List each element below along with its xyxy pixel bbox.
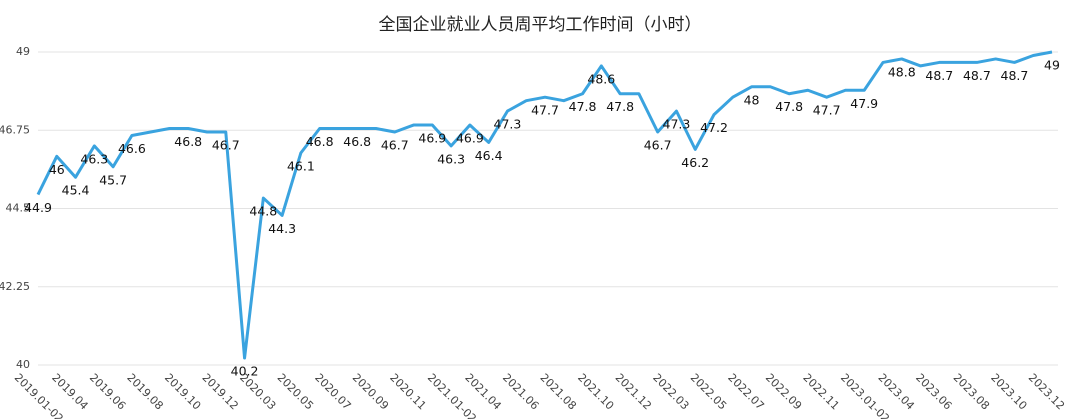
x-tick-label: 2019.06 [87, 371, 128, 412]
x-tick-label: 2023.12 [1026, 371, 1067, 412]
data-label: 47.7 [531, 103, 559, 118]
data-line [36, 50, 1053, 360]
data-label: 44.8 [249, 204, 277, 219]
data-label: 40.2 [231, 364, 259, 379]
data-label: 48 [744, 92, 760, 107]
data-label: 44.3 [268, 221, 296, 236]
x-tick-label: 2022.09 [763, 371, 804, 412]
x-tick-label: 2022.07 [725, 371, 766, 412]
data-label: 46.9 [418, 131, 446, 146]
data-label: 46.3 [80, 151, 108, 166]
data-label: 46.8 [174, 134, 202, 149]
data-label: 45.4 [62, 183, 90, 198]
x-tick-label: 2020.05 [275, 371, 316, 412]
data-label: 47.8 [606, 99, 634, 114]
data-label: 46.1 [287, 158, 315, 173]
x-tick-label: 2021.12 [613, 371, 654, 412]
y-tick-label: 46.75 [0, 123, 30, 136]
x-tick-label: 2022.05 [688, 371, 729, 412]
x-tick-label: 2023.08 [951, 371, 992, 412]
y-tick-label: 42.25 [0, 280, 30, 293]
data-label: 47.2 [700, 120, 728, 135]
y-tick-label: 49 [16, 45, 30, 58]
data-label: 47.3 [494, 117, 522, 132]
y-tick-label: 44.5 [6, 202, 31, 215]
x-tick-label: 2020.09 [350, 371, 391, 412]
x-tick-label: 2019.10 [162, 371, 203, 412]
data-label: 48.7 [1001, 68, 1029, 83]
data-label: 48.8 [888, 64, 916, 79]
x-tick-label: 2022.03 [650, 371, 691, 412]
data-label: 44.9 [24, 200, 52, 215]
data-label: 48.7 [963, 68, 991, 83]
x-tick-label: 2019.08 [124, 371, 165, 412]
data-label: 46.4 [475, 148, 503, 163]
data-label: 46.9 [456, 131, 484, 146]
data-label: 46.7 [212, 137, 240, 152]
data-label: 47.8 [569, 99, 597, 114]
data-label: 46.8 [306, 134, 334, 149]
x-tick-label: 2023.06 [913, 371, 954, 412]
data-label: 46.7 [381, 137, 409, 152]
x-tick-label: 2023.10 [988, 371, 1029, 412]
data-label: 46.7 [644, 137, 672, 152]
data-label: 46.8 [343, 134, 371, 149]
data-label: 46 [49, 162, 65, 177]
data-label: 46.2 [681, 155, 709, 170]
data-label: 45.7 [99, 172, 127, 187]
data-label: 46.6 [118, 141, 146, 156]
data-label: 47.3 [663, 117, 691, 132]
x-tick-label: 2021.10 [575, 371, 616, 412]
y-tick-label: 40 [16, 358, 30, 371]
chart-title: 全国企业就业人员周平均工作时间（小时） [379, 15, 702, 35]
data-label: 48.7 [925, 68, 953, 83]
data-label: 47.7 [813, 103, 841, 118]
x-tick-label: 2020.11 [387, 371, 428, 412]
x-tick-label: 2020.07 [312, 371, 353, 412]
data-label: 47.8 [775, 99, 803, 114]
x-tick-label: 2021.06 [500, 371, 541, 412]
data-label: 49 [1044, 58, 1060, 73]
x-tick-label: 2022.11 [800, 371, 841, 412]
data-label: 47.9 [850, 96, 878, 111]
data-label: 48.6 [587, 71, 615, 86]
data-label: 46.3 [437, 151, 465, 166]
x-tick-label: 2021.08 [538, 371, 579, 412]
